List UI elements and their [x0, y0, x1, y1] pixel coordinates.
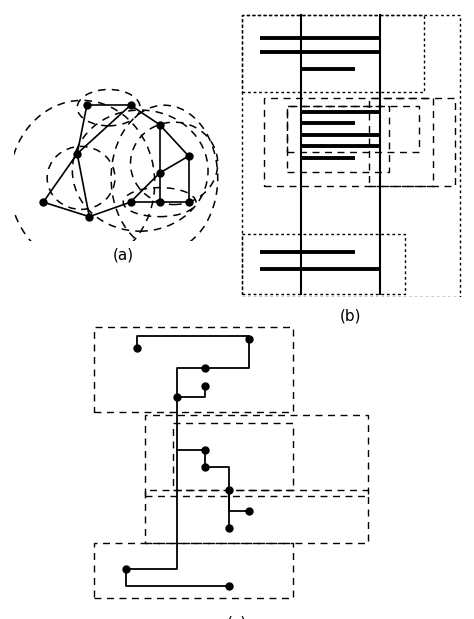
Bar [242, 15, 424, 92]
Bar [264, 98, 433, 186]
Bar [287, 106, 390, 172]
Bar [369, 98, 456, 186]
Bar [173, 423, 293, 490]
Text: (b): (b) [340, 308, 362, 324]
Text: (c): (c) [227, 615, 247, 619]
Bar [94, 543, 293, 598]
Bar [287, 106, 419, 152]
Text: (a): (a) [113, 247, 134, 262]
Bar [94, 327, 293, 412]
Bar [146, 490, 368, 543]
Bar [242, 235, 405, 294]
Bar [146, 415, 368, 496]
